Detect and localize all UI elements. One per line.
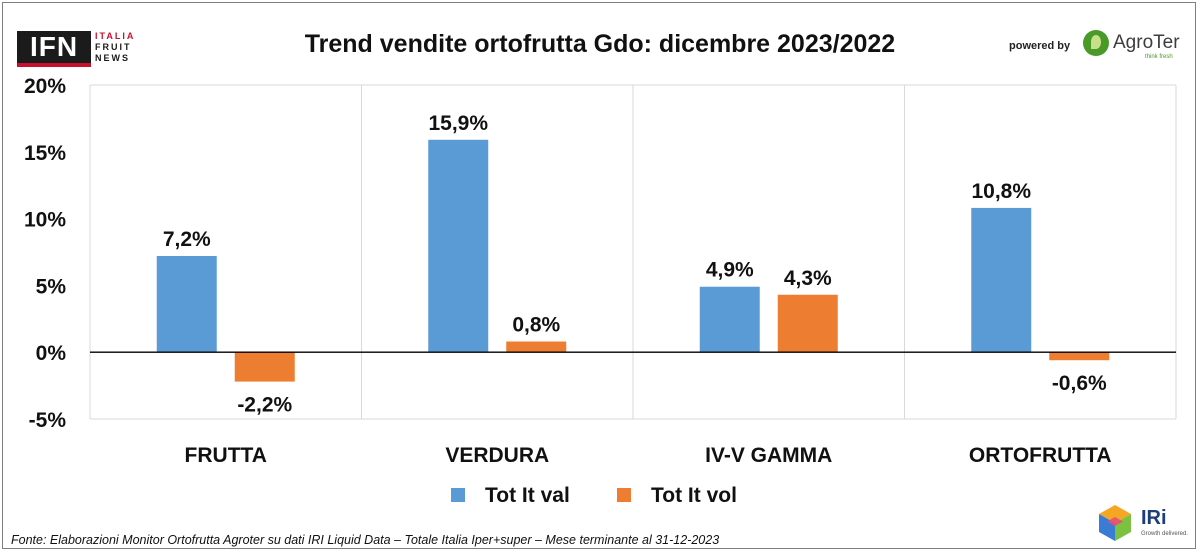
category-label: IV-V GAMMA xyxy=(705,444,832,467)
iri-tagline: Growth delivered. xyxy=(1141,531,1189,537)
legend-label: Tot It vol xyxy=(651,484,737,507)
data-label: 0,8% xyxy=(512,314,560,337)
y-tick-label: 10% xyxy=(24,209,66,232)
legend-swatch-1 xyxy=(617,488,631,502)
bar-1-1 xyxy=(506,341,567,353)
bar-1-3 xyxy=(1049,352,1110,361)
data-label: 7,2% xyxy=(163,228,211,251)
bar-1-2 xyxy=(777,294,838,353)
agroter-leaf-icon xyxy=(1083,30,1109,56)
ifn-wordmark: ITALIA FRUIT NEWS xyxy=(95,31,135,64)
y-tick-label: 15% xyxy=(24,142,66,165)
legend-label: Tot It val xyxy=(485,484,570,507)
powered-by-label: powered by xyxy=(1009,40,1071,52)
category-label: VERDURA xyxy=(445,444,549,467)
y-tick-label: 5% xyxy=(36,275,67,298)
data-label: 15,9% xyxy=(428,112,488,135)
legend-swatch-0 xyxy=(451,488,465,502)
ifn-mark: IFN xyxy=(17,31,91,67)
ifn-line-1: ITALIA xyxy=(95,31,136,41)
data-label: 4,9% xyxy=(706,259,754,282)
iri-cube-icon xyxy=(1099,505,1131,541)
bar-0-3 xyxy=(971,207,1032,353)
iri-logo: IRi Growth delivered. xyxy=(1095,503,1195,547)
data-label: -2,2% xyxy=(237,394,292,417)
data-label: -0,6% xyxy=(1052,372,1107,395)
bar-0-2 xyxy=(699,286,760,353)
iri-name: IRi xyxy=(1141,507,1167,529)
agroter-logo: AgroTer think fresh xyxy=(1083,30,1193,62)
source-note: Fonte: Elaborazioni Monitor Ortofrutta A… xyxy=(11,533,720,547)
ifn-line-2: FRUIT xyxy=(95,42,132,52)
bar-0-1 xyxy=(428,139,489,353)
bar-1-0 xyxy=(234,352,295,382)
y-tick-label: 20% xyxy=(24,75,66,98)
y-tick-label: 0% xyxy=(36,342,67,365)
italia-fruit-news-logo: IFN ITALIA FRUIT NEWS xyxy=(17,31,141,67)
y-tick-label: -5% xyxy=(29,409,67,432)
chart-title: Trend vendite ortofrutta Gdo: dicembre 2… xyxy=(305,30,895,58)
category-label: FRUTTA xyxy=(185,444,267,467)
data-label: 10,8% xyxy=(971,180,1031,203)
ifn-line-3: NEWS xyxy=(95,53,130,63)
bar-0-0 xyxy=(156,256,217,353)
agroter-name: AgroTer xyxy=(1113,32,1180,53)
agroter-tagline: think fresh xyxy=(1145,54,1173,60)
data-label: 4,3% xyxy=(784,267,832,290)
category-label: ORTOFRUTTA xyxy=(969,444,1112,467)
